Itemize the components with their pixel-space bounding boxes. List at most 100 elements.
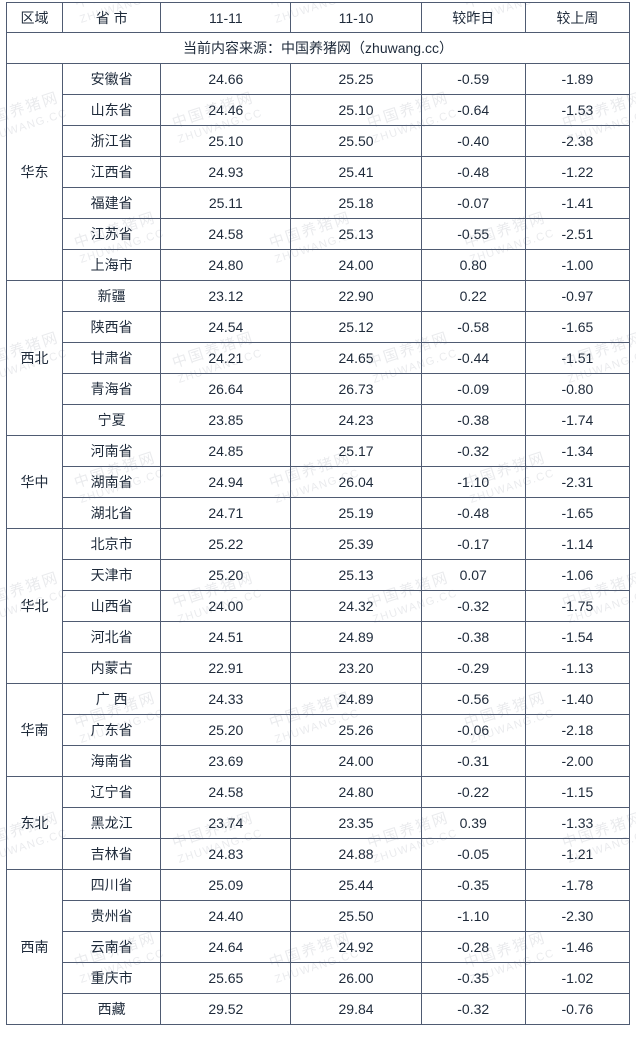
region-cell: 华东 [7, 64, 63, 281]
th-region: 区域 [7, 3, 63, 33]
change-day-cell: 0.80 [421, 250, 525, 281]
province-cell: 宁夏 [63, 405, 161, 436]
province-cell: 吉林省 [63, 839, 161, 870]
th-vs-yesterday: 较昨日 [421, 3, 525, 33]
province-cell: 江苏省 [63, 219, 161, 250]
price-d1-cell: 24.00 [161, 591, 291, 622]
change-day-cell: -0.58 [421, 312, 525, 343]
table-row: 山东省24.4625.10-0.64-1.53 [7, 95, 630, 126]
price-d2-cell: 23.35 [291, 808, 421, 839]
table-row: 西藏29.5229.84-0.32-0.76 [7, 994, 630, 1025]
table-row: 天津市25.2025.130.07-1.06 [7, 560, 630, 591]
table-row: 黑龙江23.7423.350.39-1.33 [7, 808, 630, 839]
province-cell: 天津市 [63, 560, 161, 591]
price-d2-cell: 29.84 [291, 994, 421, 1025]
province-cell: 陕西省 [63, 312, 161, 343]
change-day-cell: -0.35 [421, 963, 525, 994]
source-row: 当前内容来源：中国养猪网（zhuwang.cc） [7, 33, 630, 64]
price-d2-cell: 25.44 [291, 870, 421, 901]
price-d1-cell: 24.93 [161, 157, 291, 188]
change-day-cell: -0.32 [421, 994, 525, 1025]
region-cell: 东北 [7, 777, 63, 870]
price-d2-cell: 24.00 [291, 746, 421, 777]
change-week-cell: -1.14 [525, 529, 629, 560]
change-week-cell: -2.51 [525, 219, 629, 250]
change-day-cell: -0.32 [421, 591, 525, 622]
change-day-cell: 0.07 [421, 560, 525, 591]
change-day-cell: -0.28 [421, 932, 525, 963]
table-row: 云南省24.6424.92-0.28-1.46 [7, 932, 630, 963]
table-row: 山西省24.0024.32-0.32-1.75 [7, 591, 630, 622]
change-week-cell: -1.02 [525, 963, 629, 994]
change-week-cell: -1.13 [525, 653, 629, 684]
price-d1-cell: 24.66 [161, 64, 291, 95]
price-d2-cell: 22.90 [291, 281, 421, 312]
change-day-cell: -0.48 [421, 157, 525, 188]
price-d1-cell: 24.54 [161, 312, 291, 343]
price-d1-cell: 24.64 [161, 932, 291, 963]
change-week-cell: -1.00 [525, 250, 629, 281]
province-cell: 甘肃省 [63, 343, 161, 374]
province-cell: 福建省 [63, 188, 161, 219]
price-d2-cell: 25.50 [291, 126, 421, 157]
change-day-cell: 0.39 [421, 808, 525, 839]
change-day-cell: -0.29 [421, 653, 525, 684]
price-d2-cell: 24.65 [291, 343, 421, 374]
price-d2-cell: 26.73 [291, 374, 421, 405]
price-d2-cell: 25.10 [291, 95, 421, 126]
change-week-cell: -0.76 [525, 994, 629, 1025]
table-row: 陕西省24.5425.12-0.58-1.65 [7, 312, 630, 343]
change-day-cell: -0.09 [421, 374, 525, 405]
price-d2-cell: 25.13 [291, 219, 421, 250]
region-cell: 华中 [7, 436, 63, 529]
province-cell: 青海省 [63, 374, 161, 405]
table-row: 福建省25.1125.18-0.07-1.41 [7, 188, 630, 219]
table-row: 湖北省24.7125.19-0.48-1.65 [7, 498, 630, 529]
province-cell: 浙江省 [63, 126, 161, 157]
province-cell: 四川省 [63, 870, 161, 901]
price-d2-cell: 24.23 [291, 405, 421, 436]
change-day-cell: -0.55 [421, 219, 525, 250]
price-d1-cell: 23.74 [161, 808, 291, 839]
change-week-cell: -1.78 [525, 870, 629, 901]
change-day-cell: -1.10 [421, 467, 525, 498]
change-day-cell: -0.64 [421, 95, 525, 126]
change-day-cell: -0.05 [421, 839, 525, 870]
change-day-cell: -0.32 [421, 436, 525, 467]
price-d1-cell: 26.64 [161, 374, 291, 405]
price-d1-cell: 25.09 [161, 870, 291, 901]
th-date2: 11-10 [291, 3, 421, 33]
province-cell: 云南省 [63, 932, 161, 963]
table-row: 重庆市25.6526.00-0.35-1.02 [7, 963, 630, 994]
price-d2-cell: 24.92 [291, 932, 421, 963]
change-day-cell: -0.06 [421, 715, 525, 746]
province-cell: 内蒙古 [63, 653, 161, 684]
change-week-cell: -2.38 [525, 126, 629, 157]
price-d2-cell: 25.12 [291, 312, 421, 343]
change-week-cell: -1.53 [525, 95, 629, 126]
table-row: 华南广 西24.3324.89-0.56-1.40 [7, 684, 630, 715]
table-row: 江西省24.9325.41-0.48-1.22 [7, 157, 630, 188]
table-row: 湖南省24.9426.04-1.10-2.31 [7, 467, 630, 498]
change-week-cell: -2.31 [525, 467, 629, 498]
price-d1-cell: 25.20 [161, 560, 291, 591]
change-week-cell: -2.00 [525, 746, 629, 777]
table-row: 甘肃省24.2124.65-0.44-1.51 [7, 343, 630, 374]
province-cell: 安徽省 [63, 64, 161, 95]
change-week-cell: -1.22 [525, 157, 629, 188]
region-cell: 西北 [7, 281, 63, 436]
province-cell: 广 西 [63, 684, 161, 715]
price-d2-cell: 23.20 [291, 653, 421, 684]
province-cell: 山西省 [63, 591, 161, 622]
change-week-cell: -1.65 [525, 498, 629, 529]
change-day-cell: -0.07 [421, 188, 525, 219]
price-d1-cell: 29.52 [161, 994, 291, 1025]
price-table: 区域 省 市 11-11 11-10 较昨日 较上周 当前内容来源：中国养猪网（… [6, 2, 630, 1025]
region-cell: 西南 [7, 870, 63, 1025]
change-day-cell: -0.31 [421, 746, 525, 777]
table-row: 海南省23.6924.00-0.31-2.00 [7, 746, 630, 777]
change-day-cell: -0.17 [421, 529, 525, 560]
price-d1-cell: 25.65 [161, 963, 291, 994]
change-day-cell: -0.35 [421, 870, 525, 901]
price-d1-cell: 24.21 [161, 343, 291, 374]
